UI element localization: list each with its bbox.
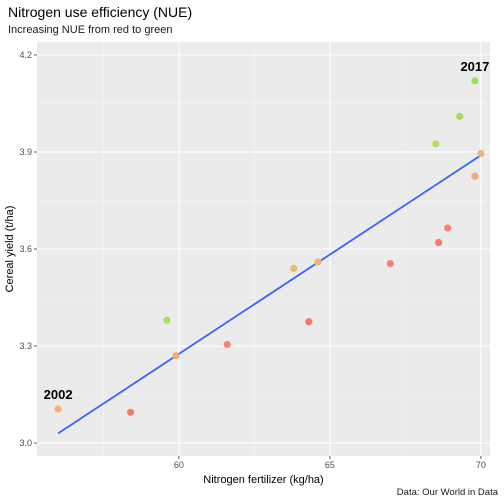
data-point: [477, 149, 485, 158]
y-tick-label: 4.2: [19, 50, 32, 60]
data-points: [54, 77, 485, 416]
y-tick-label: 3.0: [19, 438, 32, 448]
data-point: [386, 259, 394, 268]
chart-caption: Data: Our World in Data: [396, 487, 498, 498]
y-axis-title: Cereal yield (t/ha): [4, 206, 16, 293]
point-annotation: 2002: [44, 387, 73, 402]
data-point: [471, 172, 479, 180]
x-axis-ticks: 60 65 70: [174, 456, 486, 470]
chart-subtitle: Increasing NUE from red to green: [8, 24, 173, 36]
x-tick-label: 70: [476, 460, 486, 470]
data-point: [127, 408, 135, 416]
data-point: [456, 112, 464, 120]
major-gridlines: [37, 42, 490, 456]
data-point: [223, 340, 231, 349]
chart-title: Nitrogen use efficiency (NUE): [8, 4, 193, 20]
trend-line: [57, 154, 482, 435]
data-point: [314, 258, 322, 266]
data-point: [290, 264, 298, 273]
x-axis-title: Nitrogen fertilizer (kg/ha): [203, 474, 323, 486]
data-point: [471, 77, 479, 85]
trend-line-group: [57, 154, 482, 435]
data-point: [432, 140, 440, 148]
y-tick-label: 3.3: [19, 341, 32, 351]
data-point: [305, 318, 313, 326]
point-annotations: 2002 2017: [44, 59, 490, 402]
x-tick-label: 65: [325, 460, 335, 470]
y-axis-ticks: 3.0 3.3 3.6 3.9 4.2: [19, 50, 37, 448]
data-point: [435, 238, 443, 247]
data-point: [163, 316, 171, 324]
data-point: [172, 352, 180, 360]
x-tick-label: 60: [174, 460, 184, 470]
data-point: [444, 224, 452, 232]
point-annotation: 2017: [460, 59, 489, 74]
y-tick-label: 3.6: [19, 244, 32, 254]
y-tick-label: 3.9: [19, 147, 32, 157]
data-point: [54, 405, 62, 413]
